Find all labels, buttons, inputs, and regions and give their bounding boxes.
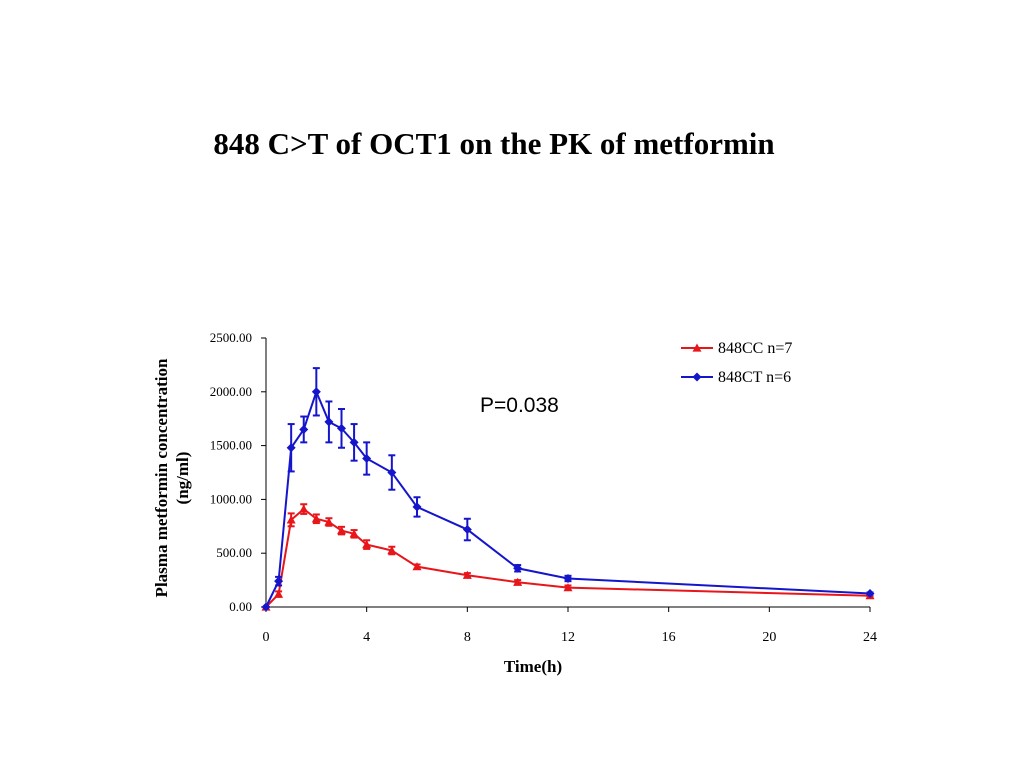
data-point — [286, 443, 296, 453]
y-tick-label: 500.00 — [216, 545, 252, 560]
data-point — [337, 423, 346, 433]
data-point — [362, 454, 372, 464]
x-tick-label: 12 — [561, 630, 575, 645]
data-point — [274, 576, 284, 586]
x-tick-label: 16 — [662, 630, 676, 645]
data-point — [324, 417, 334, 427]
data-point — [513, 577, 523, 586]
y-tick-label: 2500.00 — [210, 330, 252, 345]
data-point — [286, 515, 296, 524]
chart-series-layer — [261, 367, 875, 612]
data-point — [462, 525, 472, 535]
data-point — [299, 504, 309, 513]
slide-title: 848 C>T of OCT1 on the PK of metformin — [213, 126, 775, 161]
data-point — [349, 437, 359, 447]
legend-label: 848CC n=7 — [718, 340, 792, 357]
x-tick-label: 20 — [762, 630, 776, 645]
data-point — [513, 563, 523, 573]
data-point — [563, 583, 573, 592]
legend-marker — [692, 372, 702, 382]
y-tick-label: 0.00 — [229, 599, 252, 614]
data-point — [337, 526, 346, 535]
p-value-annotation: P=0.038 — [480, 394, 559, 417]
x-tick-label: 4 — [363, 630, 370, 645]
data-point — [299, 424, 309, 434]
data-point — [387, 546, 397, 555]
data-point — [261, 602, 271, 612]
data-point — [387, 468, 397, 477]
data-point — [462, 570, 472, 579]
data-point — [865, 589, 875, 599]
series-ct — [261, 367, 875, 612]
data-point — [324, 517, 334, 526]
x-tick-label: 24 — [863, 630, 877, 645]
data-point — [563, 573, 573, 583]
data-point — [311, 514, 321, 523]
chart-axes: 0.00 500.00 1000.00 1500.00 2000.00 2500.00 0 4… — [210, 330, 877, 645]
x-axis-label: Time(h) — [503, 657, 563, 676]
legend-item-cc: 848CC n=7 — [681, 340, 792, 357]
legend-label: 848CT n=6 — [718, 369, 791, 386]
chart-legend: 848CC n=7 848CT n=6 — [681, 340, 792, 386]
y-tick-label: 2000.00 — [210, 384, 252, 399]
data-point — [349, 529, 359, 538]
legend-marker — [692, 343, 702, 352]
data-point — [274, 589, 284, 598]
data-point — [311, 387, 321, 397]
y-tick-label: 1000.00 — [210, 491, 252, 506]
series-line-cc — [265, 507, 871, 608]
data-point — [412, 502, 422, 512]
data-point — [362, 540, 372, 549]
y-tick-label: 1500.00 — [210, 438, 252, 453]
x-tick-label: 8 — [464, 630, 471, 645]
legend-item-ct: 848CT n=6 — [681, 369, 791, 386]
data-point — [412, 562, 422, 571]
x-tick-label: 0 — [263, 630, 270, 645]
series-cc — [261, 503, 875, 611]
